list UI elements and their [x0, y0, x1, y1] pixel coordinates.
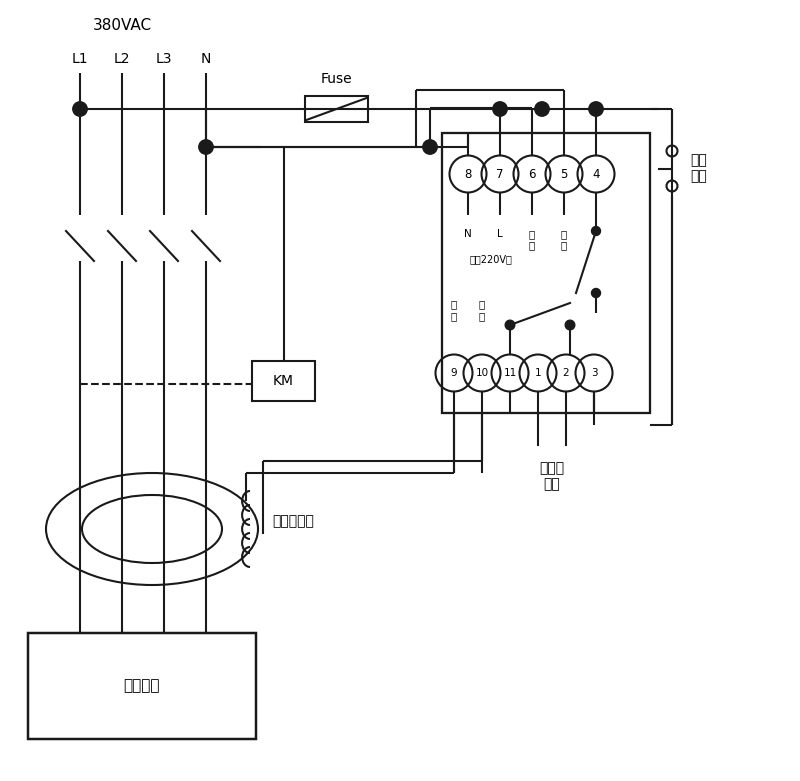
Text: 7: 7	[496, 167, 504, 180]
Circle shape	[589, 102, 603, 116]
Bar	[28, 633, 256, 739]
Text: L2: L2	[114, 52, 130, 66]
Text: 380VAC: 380VAC	[93, 19, 151, 34]
Circle shape	[591, 288, 601, 298]
Circle shape	[73, 102, 87, 116]
Bar	[442, 133, 650, 413]
Text: 信
号: 信 号	[451, 299, 457, 321]
Circle shape	[534, 102, 550, 116]
Text: L3: L3	[156, 52, 172, 66]
Circle shape	[565, 320, 574, 330]
Text: 接声光
报警: 接声光 报警	[539, 461, 565, 491]
Circle shape	[506, 320, 515, 330]
Text: KM: KM	[273, 374, 294, 388]
Text: 试
验: 试 验	[529, 229, 535, 251]
Text: 3: 3	[590, 368, 598, 378]
Circle shape	[493, 102, 507, 116]
Circle shape	[422, 140, 438, 154]
Text: 8: 8	[464, 167, 472, 180]
Text: N: N	[464, 229, 472, 239]
Circle shape	[591, 226, 601, 236]
Text: L: L	[497, 229, 503, 239]
Text: 5: 5	[560, 167, 568, 180]
Text: 9: 9	[450, 368, 458, 378]
Text: 1: 1	[534, 368, 542, 378]
Text: 4: 4	[592, 167, 600, 180]
Text: 10: 10	[475, 368, 489, 378]
Text: Fuse: Fuse	[321, 72, 352, 86]
Text: 11: 11	[503, 368, 517, 378]
Text: 用户设备: 用户设备	[124, 679, 160, 694]
Text: L1: L1	[72, 52, 88, 66]
Text: 2: 2	[562, 368, 570, 378]
Text: 零序互感器: 零序互感器	[272, 514, 314, 528]
Text: N: N	[201, 52, 211, 66]
Bar	[305, 96, 368, 122]
Text: 试
验: 试 验	[561, 229, 567, 251]
Text: 自锁
开关: 自锁 开关	[690, 153, 706, 184]
Circle shape	[199, 140, 213, 154]
Bar	[252, 361, 315, 401]
Text: 信
号: 信 号	[479, 299, 485, 321]
Text: 电源220V～: 电源220V～	[470, 254, 513, 264]
Text: 6: 6	[528, 167, 536, 180]
